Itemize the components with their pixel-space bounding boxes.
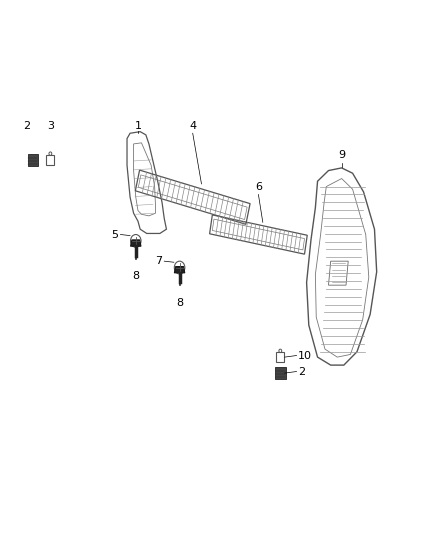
- Polygon shape: [131, 240, 141, 246]
- Text: 10: 10: [298, 351, 312, 360]
- Text: 6: 6: [255, 182, 262, 192]
- Bar: [28, 154, 38, 166]
- Bar: [46, 155, 54, 165]
- Text: 8: 8: [132, 271, 139, 281]
- Text: 3: 3: [47, 120, 54, 131]
- Bar: [275, 367, 286, 379]
- Text: 9: 9: [338, 150, 345, 160]
- Text: 7: 7: [155, 256, 162, 266]
- Text: 8: 8: [176, 298, 183, 309]
- Text: 4: 4: [189, 120, 196, 131]
- Text: 5: 5: [111, 230, 118, 239]
- Text: 2: 2: [23, 120, 30, 131]
- Polygon shape: [174, 266, 185, 273]
- Text: 1: 1: [134, 120, 141, 131]
- Bar: [276, 352, 284, 362]
- Text: 2: 2: [298, 367, 305, 376]
